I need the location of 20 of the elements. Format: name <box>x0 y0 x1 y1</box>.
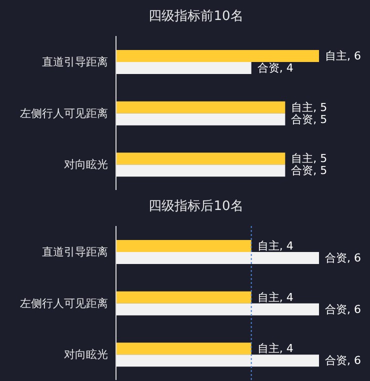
data-label: 自主, 4 <box>257 240 294 252</box>
chart-title: 四级指标前10名 <box>148 8 244 26</box>
data-label: 合资, 5 <box>291 112 328 126</box>
data-label: 自主, 6 <box>325 50 361 62</box>
data-label: 合资, 6 <box>325 252 361 264</box>
chart-title: 四级指标后10名 <box>148 198 244 216</box>
y-tick-label: 左侧行人可见距离 <box>20 106 108 120</box>
data-label: 合资, 4 <box>257 62 294 74</box>
data-label: 自主, 4 <box>257 342 294 356</box>
data-label: 自主, 5 <box>291 152 328 166</box>
y-tick-label: 直道引导距离 <box>42 246 108 259</box>
data-label: 合资, 6 <box>325 302 361 316</box>
data-label: 合资, 5 <box>291 164 328 178</box>
y-tick-label: 对向眩光 <box>64 158 108 172</box>
data-label: 自主, 5 <box>291 100 328 114</box>
y-tick-label: 对向眩光 <box>64 348 108 362</box>
data-label: 自主, 4 <box>257 290 294 304</box>
y-tick-label: 左侧行人可见距离 <box>20 296 108 310</box>
data-label: 合资, 6 <box>325 354 361 368</box>
y-tick-label: 直道引导距离 <box>42 56 108 69</box>
